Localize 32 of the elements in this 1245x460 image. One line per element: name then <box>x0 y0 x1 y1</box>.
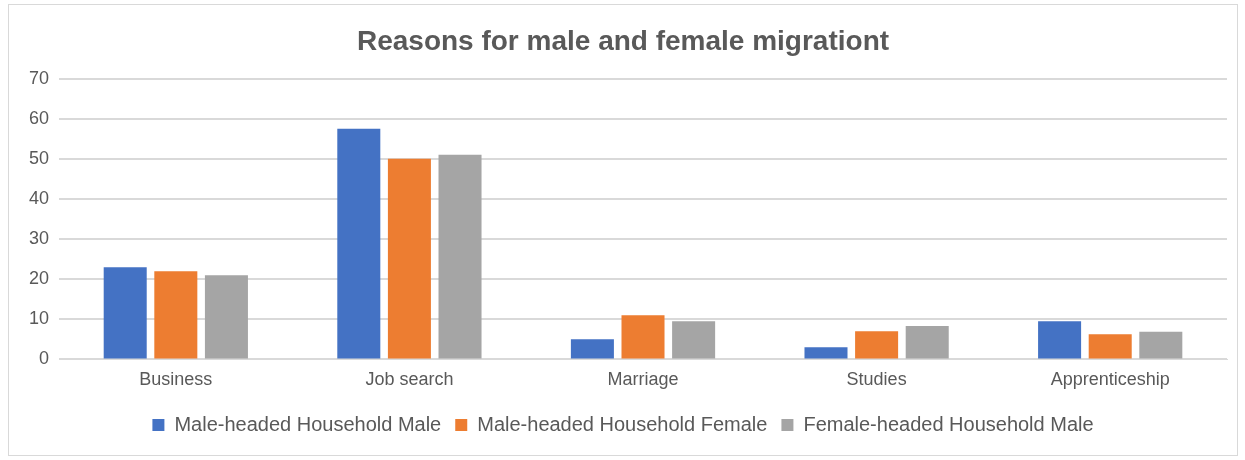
bar <box>672 321 716 359</box>
y-tick-label: 0 <box>39 348 50 369</box>
legend-label: Male-headed Household Female <box>477 412 768 435</box>
bar <box>438 154 482 359</box>
y-tick-label: 60 <box>28 107 50 128</box>
chart-title: Reasons for male and female migrationt <box>356 24 890 56</box>
x-tick-label: Business <box>139 369 213 390</box>
bar <box>103 267 147 359</box>
bar <box>1038 321 1082 359</box>
x-tick-label: Job search <box>365 369 454 390</box>
legend-label: Female-headed Household Male <box>803 412 1094 435</box>
bar <box>905 326 949 359</box>
bar <box>1088 334 1132 359</box>
y-tick-label: 10 <box>28 308 50 329</box>
bar <box>804 347 848 359</box>
bar <box>570 339 614 359</box>
y-tick-label: 50 <box>28 147 50 168</box>
y-tick-label: 20 <box>28 268 50 289</box>
bar <box>204 275 248 359</box>
bar <box>855 331 899 359</box>
y-tick-label: 40 <box>28 187 50 208</box>
x-tick-label: Studies <box>846 369 907 390</box>
x-tick-label: Marriage <box>607 369 679 390</box>
bar <box>337 128 381 359</box>
legend-label: Male-headed Household Male <box>174 412 442 435</box>
x-tick-label: Apprenticeship <box>1050 369 1170 390</box>
bar <box>1139 331 1183 359</box>
bar <box>154 271 198 359</box>
y-tick-label: 70 <box>28 67 50 88</box>
y-tick-label: 30 <box>28 228 50 249</box>
bar <box>621 315 665 359</box>
bar <box>387 158 431 359</box>
